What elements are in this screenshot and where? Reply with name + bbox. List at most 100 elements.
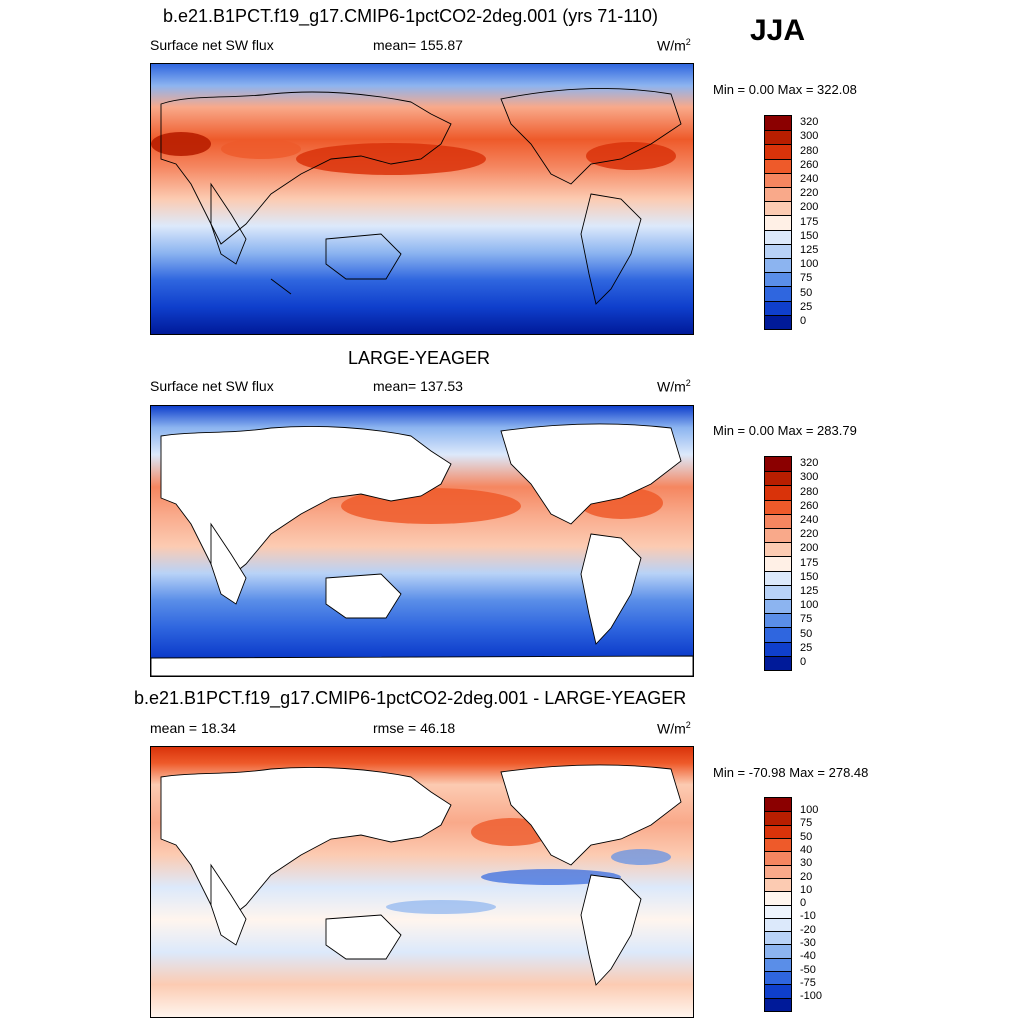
colorbar-tick-label: -40: [800, 950, 816, 963]
colorbar-tick-label: 260: [800, 158, 819, 171]
colorbar-swatch: [765, 542, 791, 557]
colorbar-swatch: [765, 116, 791, 131]
colorbar-tick-label: -30: [800, 937, 816, 950]
colorbar-tick-label: 75: [800, 272, 813, 285]
colorbar-tick-label: 200: [800, 542, 819, 555]
colorbar-tick-label: -10: [800, 910, 816, 923]
panel3-unit-label: W/m2: [657, 720, 691, 737]
colorbar-swatch: [765, 215, 791, 230]
colorbar-tick-label: 75: [800, 613, 813, 626]
panel3-title: b.e21.B1PCT.f19_g17.CMIP6-1pctCO2-2deg.0…: [134, 688, 687, 708]
panel1-colorbar: [764, 115, 792, 330]
colorbar-swatch: [765, 286, 791, 301]
colorbar-swatch: [765, 300, 791, 315]
colorbar-tick-label: 0: [800, 315, 807, 327]
colorbar-tick-label: 125: [800, 585, 819, 597]
colorbar-swatch: [765, 258, 791, 273]
colorbar-tick-label: -50: [800, 963, 816, 976]
colorbar-swatch: [765, 187, 791, 202]
colorbar-tick-label: 50: [800, 286, 813, 299]
panel3-map: [150, 746, 694, 1018]
colorbar-swatch: [765, 864, 791, 878]
colorbar-swatch: [765, 917, 791, 932]
colorbar-swatch: [765, 158, 791, 173]
colorbar-swatch: [765, 229, 791, 244]
panel1-mean-label: mean= 155.87: [373, 37, 463, 53]
colorbar-swatch: [765, 485, 791, 500]
colorbar-swatch: [765, 130, 791, 145]
colorbar-tick-label: 25: [800, 641, 813, 654]
colorbar-swatch: [765, 599, 791, 614]
colorbar-tick-label: 50: [800, 830, 813, 843]
panel2-title: LARGE-YEAGER: [348, 348, 491, 368]
colorbar-tick-label: -75: [800, 977, 816, 990]
panel1-variable-label: Surface net SW flux: [150, 37, 274, 53]
colorbar-tick-label: 40: [800, 843, 813, 856]
colorbar-swatch: [765, 627, 791, 642]
colorbar-swatch: [765, 513, 791, 528]
colorbar-swatch: [765, 837, 791, 852]
panel3-rmse-label: rmse = 46.18: [373, 720, 456, 736]
colorbar-swatch: [765, 877, 791, 892]
colorbar-swatch: [765, 971, 791, 985]
colorbar-swatch: [765, 528, 791, 543]
colorbar-swatch: [765, 457, 791, 472]
colorbar-tick-label: 0: [800, 897, 807, 910]
panel2-colorbar: [764, 456, 792, 671]
panel2-unit-label: W/m2: [657, 378, 691, 395]
colorbar-tick-label: 50: [800, 627, 813, 640]
colorbar-tick-label: 100: [800, 258, 819, 271]
colorbar-tick-label: 100: [800, 599, 819, 612]
panel2-mean-label: mean= 137.53: [373, 378, 463, 394]
panel3-minmax: Min = -70.98 Max = 278.48: [713, 765, 869, 780]
colorbar-swatch: [765, 272, 791, 287]
colorbar-tick-label: 240: [800, 514, 819, 526]
colorbar-swatch: [765, 556, 791, 571]
season-label: JJA: [750, 14, 806, 47]
colorbar-swatch: [765, 471, 791, 486]
colorbar-swatch: [765, 931, 791, 945]
colorbar-tick-label: 30: [800, 857, 813, 870]
colorbar-swatch: [765, 144, 791, 159]
panel3-mean-label: mean = 18.34: [150, 720, 237, 736]
colorbar-tick-label: 10: [800, 883, 813, 896]
colorbar-tick-label: 150: [800, 229, 819, 242]
panel2-variable-label: Surface net SW flux: [150, 378, 274, 394]
colorbar-swatch: [765, 984, 791, 998]
colorbar-swatch: [765, 499, 791, 514]
colorbar-tick-label: 320: [800, 457, 819, 470]
colorbar-swatch: [765, 957, 791, 972]
colorbar-tick-label: 280: [800, 485, 819, 498]
colorbar-tick-label: 175: [800, 215, 819, 228]
panel1-unit-label: W/m2: [657, 37, 691, 54]
colorbar-swatch: [765, 641, 791, 656]
colorbar-tick-label: 150: [800, 570, 819, 583]
colorbar-swatch: [765, 584, 791, 599]
colorbar-tick-label: 125: [800, 244, 819, 256]
colorbar-swatch: [765, 904, 791, 918]
colorbar-swatch: [765, 314, 791, 329]
colorbar-swatch: [765, 891, 791, 905]
colorbar-tick-label: 240: [800, 173, 819, 185]
colorbar-swatch: [765, 851, 791, 865]
colorbar-swatch: [765, 811, 791, 825]
colorbar-tick-label: 320: [800, 116, 819, 129]
panel2-map: [150, 405, 694, 677]
colorbar-swatch: [765, 655, 791, 670]
colorbar-swatch: [765, 944, 791, 958]
colorbar-tick-label: 220: [800, 528, 819, 541]
colorbar-swatch: [765, 798, 791, 812]
colorbar-tick-label: 260: [800, 499, 819, 512]
colorbar-tick-label: -20: [800, 923, 816, 936]
colorbar-swatch: [765, 824, 791, 838]
colorbar-tick-label: 280: [800, 144, 819, 157]
colorbar-tick-label: 300: [800, 471, 819, 484]
colorbar-tick-label: 20: [800, 870, 813, 883]
colorbar-swatch: [765, 201, 791, 216]
colorbar-tick-label: 200: [800, 201, 819, 214]
colorbar-swatch: [765, 570, 791, 585]
colorbar-tick-label: -100: [800, 990, 823, 1003]
colorbar-swatch: [765, 243, 791, 258]
panel1-map: [150, 63, 694, 335]
colorbar-swatch: [765, 613, 791, 628]
